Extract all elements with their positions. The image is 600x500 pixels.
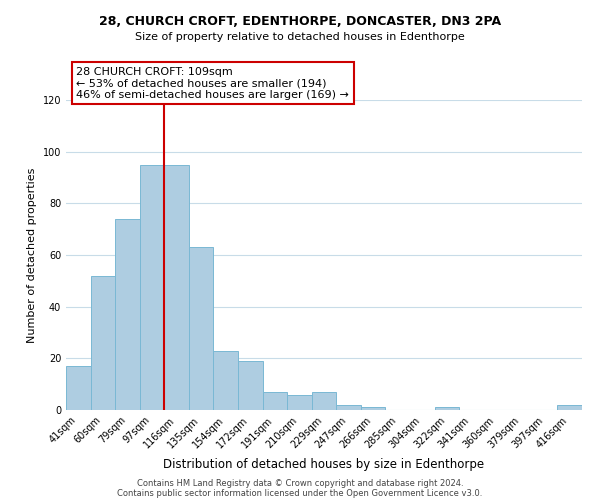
Bar <box>557 405 582 410</box>
Text: Contains HM Land Registry data © Crown copyright and database right 2024.: Contains HM Land Registry data © Crown c… <box>137 478 463 488</box>
Bar <box>115 219 140 410</box>
Bar <box>336 405 361 410</box>
Bar <box>263 392 287 410</box>
Bar <box>189 247 214 410</box>
Text: Size of property relative to detached houses in Edenthorpe: Size of property relative to detached ho… <box>135 32 465 42</box>
Bar <box>238 361 263 410</box>
Bar <box>66 366 91 410</box>
X-axis label: Distribution of detached houses by size in Edenthorpe: Distribution of detached houses by size … <box>163 458 485 471</box>
Bar <box>140 164 164 410</box>
Bar <box>287 394 312 410</box>
Bar <box>164 164 189 410</box>
Bar <box>91 276 115 410</box>
Text: Contains public sector information licensed under the Open Government Licence v3: Contains public sector information licen… <box>118 488 482 498</box>
Bar <box>434 408 459 410</box>
Bar <box>214 350 238 410</box>
Bar <box>312 392 336 410</box>
Y-axis label: Number of detached properties: Number of detached properties <box>27 168 37 342</box>
Text: 28 CHURCH CROFT: 109sqm
← 53% of detached houses are smaller (194)
46% of semi-d: 28 CHURCH CROFT: 109sqm ← 53% of detache… <box>76 67 349 100</box>
Bar <box>361 408 385 410</box>
Text: 28, CHURCH CROFT, EDENTHORPE, DONCASTER, DN3 2PA: 28, CHURCH CROFT, EDENTHORPE, DONCASTER,… <box>99 15 501 28</box>
